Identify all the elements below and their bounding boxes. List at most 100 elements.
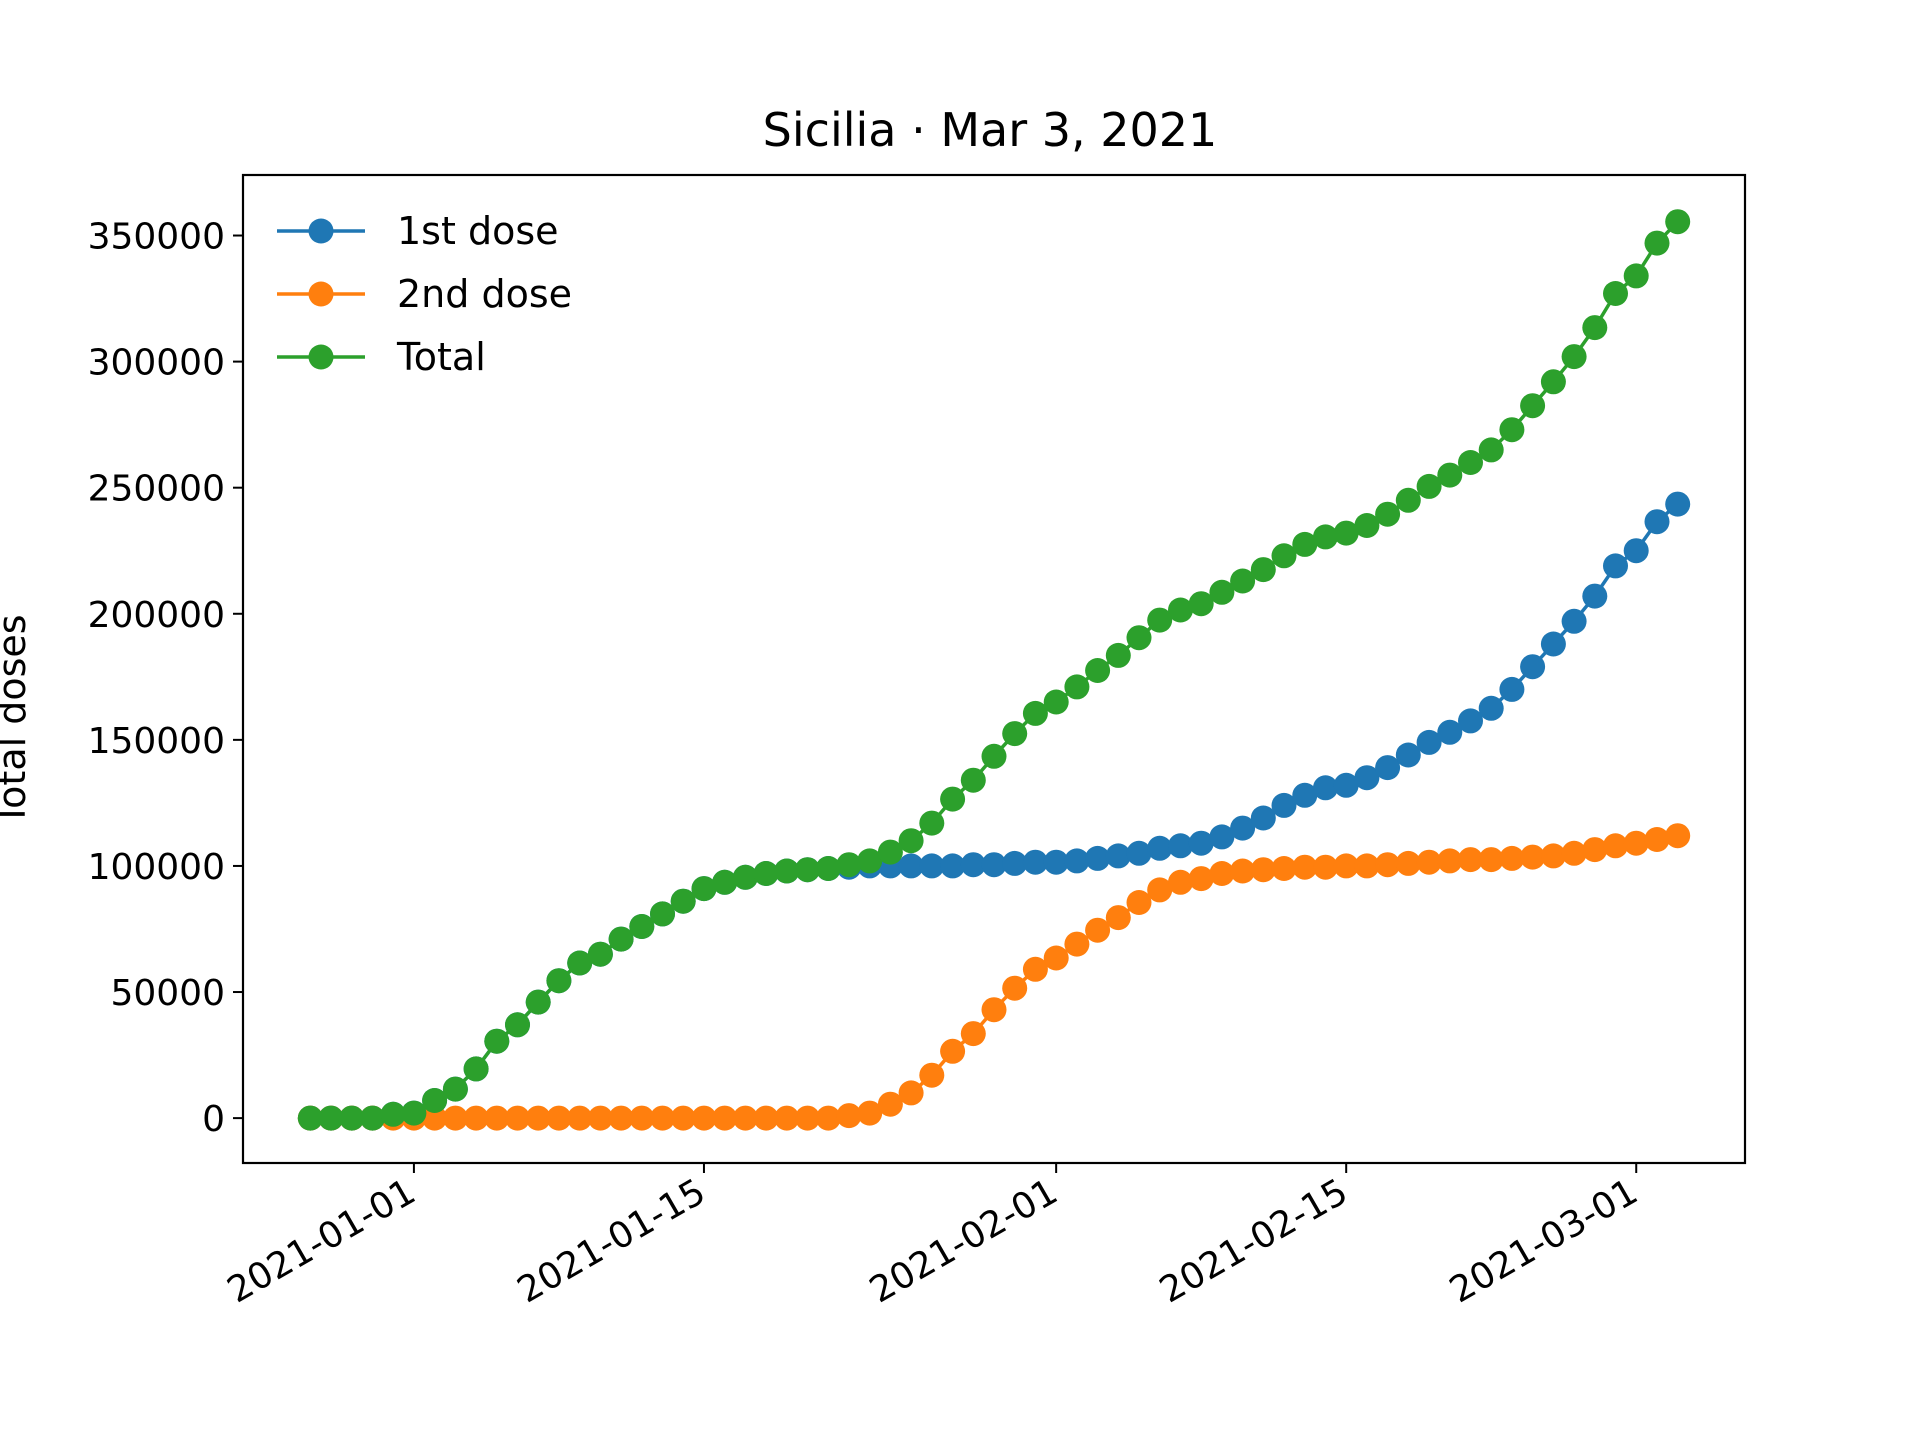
data-point xyxy=(650,901,675,927)
legend-marker xyxy=(308,281,334,307)
data-point xyxy=(567,950,593,976)
data-point xyxy=(1022,956,1048,982)
data-point xyxy=(898,828,924,854)
data-point xyxy=(1230,858,1256,884)
data-point xyxy=(670,888,696,914)
data-point xyxy=(1126,840,1152,866)
data-point xyxy=(1168,597,1193,623)
data-point xyxy=(442,1105,468,1131)
data-point xyxy=(1458,847,1483,873)
data-point xyxy=(919,853,945,879)
data-point xyxy=(339,1105,365,1131)
data-point xyxy=(587,941,613,967)
data-point xyxy=(795,1105,820,1131)
data-point xyxy=(960,852,986,878)
data-point xyxy=(1416,729,1442,755)
data-point xyxy=(1520,393,1546,419)
data-point xyxy=(1250,805,1276,831)
data-point xyxy=(1333,853,1359,879)
y-tick-label: 250000 xyxy=(88,469,225,510)
data-point xyxy=(442,1076,468,1102)
data-point xyxy=(1561,608,1587,634)
data-point xyxy=(422,1105,448,1131)
data-point xyxy=(1168,869,1193,895)
data-point xyxy=(525,1105,551,1131)
data-point xyxy=(1271,543,1297,569)
y-tick-label: 0 xyxy=(202,1099,225,1140)
y-tick-label: 200000 xyxy=(88,595,225,636)
data-point xyxy=(1540,369,1566,395)
data-point xyxy=(1395,487,1421,513)
data-point xyxy=(1665,209,1691,235)
data-point xyxy=(1603,833,1628,859)
data-point xyxy=(1271,856,1297,881)
data-point xyxy=(1230,815,1256,841)
data-point xyxy=(670,1105,696,1131)
data-point xyxy=(1375,755,1401,781)
data-point xyxy=(1292,854,1318,880)
data-point xyxy=(422,1088,448,1113)
data-point xyxy=(712,869,738,895)
data-point xyxy=(1209,861,1235,886)
y-tick-label: 350000 xyxy=(88,217,225,258)
data-point xyxy=(1375,501,1401,527)
data-point xyxy=(1354,765,1380,791)
data-point xyxy=(1603,281,1628,306)
data-point xyxy=(1665,823,1691,849)
data-point xyxy=(1271,792,1297,818)
data-point xyxy=(1085,658,1111,683)
data-point xyxy=(691,1105,717,1131)
data-point xyxy=(898,853,924,879)
data-point xyxy=(1354,853,1380,879)
data-point xyxy=(484,1105,510,1131)
data-point xyxy=(898,1080,924,1106)
y-tick-label: 50000 xyxy=(110,973,225,1014)
data-point xyxy=(1085,845,1111,871)
data-point xyxy=(1437,719,1463,745)
data-point xyxy=(1437,462,1463,488)
data-point xyxy=(815,856,841,881)
data-point xyxy=(960,767,986,793)
data-point xyxy=(1561,840,1587,866)
data-point xyxy=(1126,890,1152,915)
legend-entry: 1st dose xyxy=(277,209,559,253)
legend-label: 1st dose xyxy=(397,209,559,253)
y-tick-label: 150000 xyxy=(88,721,225,762)
data-point xyxy=(1478,437,1504,463)
data-point xyxy=(857,1100,883,1126)
data-point xyxy=(1520,654,1546,680)
data-point xyxy=(1313,524,1338,550)
chart-title: Sicilia · Mar 3, 2021 xyxy=(763,103,1218,157)
data-point xyxy=(940,786,966,812)
data-point xyxy=(1250,557,1276,583)
data-point xyxy=(795,857,820,883)
data-point xyxy=(981,852,1007,878)
data-point xyxy=(629,1105,655,1131)
data-point xyxy=(981,743,1007,769)
data-point xyxy=(525,989,551,1015)
data-point xyxy=(1147,877,1173,903)
axes-frame xyxy=(241,173,1747,1165)
data-point xyxy=(1375,852,1401,878)
data-point xyxy=(753,1105,779,1131)
data-point xyxy=(1188,591,1214,617)
data-point xyxy=(1582,837,1608,863)
data-point xyxy=(919,1062,945,1088)
data-point xyxy=(608,1105,634,1131)
data-point xyxy=(774,858,800,884)
data-point xyxy=(1002,850,1028,876)
data-point xyxy=(1147,835,1173,861)
data-point xyxy=(1022,849,1048,875)
data-point xyxy=(1209,824,1235,850)
data-point xyxy=(1437,848,1463,874)
data-point xyxy=(318,1105,344,1131)
data-point xyxy=(1416,849,1442,875)
data-point xyxy=(1168,833,1193,859)
data-point xyxy=(753,861,779,886)
legend-marker xyxy=(308,344,334,370)
data-point xyxy=(1333,520,1359,546)
data-point xyxy=(629,914,655,939)
data-point xyxy=(1540,843,1566,869)
data-point xyxy=(836,1103,862,1129)
